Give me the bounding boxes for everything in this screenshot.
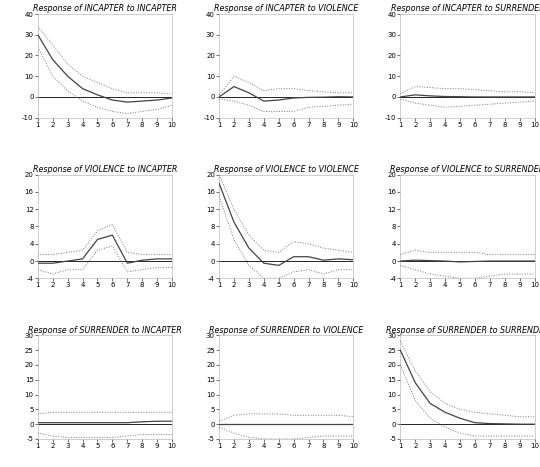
Title: Response of VIOLENCE to SURRENDER: Response of VIOLENCE to SURRENDER: [390, 165, 540, 174]
Title: Response of VIOLENCE to VIOLENCE: Response of VIOLENCE to VIOLENCE: [214, 165, 359, 174]
Title: Response of SURRENDER to SURRENDER: Response of SURRENDER to SURRENDER: [386, 325, 540, 334]
Title: Response of INCAPTER to INCAPTER: Response of INCAPTER to INCAPTER: [33, 4, 177, 13]
Title: Response of SURRENDER to VIOLENCE: Response of SURRENDER to VIOLENCE: [209, 325, 363, 334]
Title: Response of SURRENDER to INCAPTER: Response of SURRENDER to INCAPTER: [28, 325, 182, 334]
Title: Response of INCAPTER to VIOLENCE: Response of INCAPTER to VIOLENCE: [214, 4, 359, 13]
Title: Response of VIOLENCE to INCAPTER: Response of VIOLENCE to INCAPTER: [33, 165, 177, 174]
Title: Response of INCAPTER to SURRENDER: Response of INCAPTER to SURRENDER: [390, 4, 540, 13]
